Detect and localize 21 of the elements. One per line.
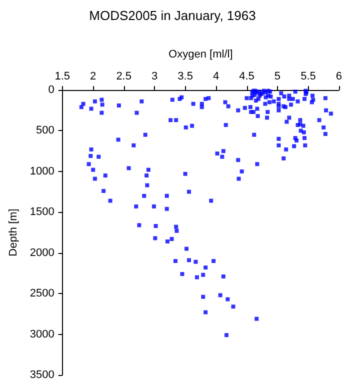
y-tick-label: 1000 xyxy=(30,165,54,178)
y-tick-label: 2500 xyxy=(30,288,54,300)
y-tick-label: 0 xyxy=(48,84,54,96)
x-tick-label: 2 xyxy=(90,70,96,82)
y-tick-label: 2000 xyxy=(30,246,54,259)
x-tick-label: 4 xyxy=(212,70,220,82)
x-tick-label: 1.5 xyxy=(54,70,70,82)
x-tick-label: 2.5 xyxy=(116,70,132,82)
y-tick-label: 3000 xyxy=(30,328,54,340)
x-tick-label: 5 xyxy=(274,70,281,82)
x-tick-label: 3 xyxy=(152,70,158,82)
y-tick-label: 3500 xyxy=(30,369,54,381)
y-tick-label: 1500 xyxy=(30,206,54,218)
x-tick-label: 6 xyxy=(336,70,342,82)
x-axis-title: Oxygen [ml/l] xyxy=(168,48,233,60)
chart-title: MODS2005 in January, 1963 xyxy=(89,8,256,23)
x-tick-label: 3.5 xyxy=(178,70,193,82)
x-tick-label: 5.5 xyxy=(300,70,316,82)
y-axis-title: Depth [m] xyxy=(8,208,20,256)
y-tick-label: 500 xyxy=(36,124,54,137)
x-tick-label: 4.5 xyxy=(239,70,254,82)
